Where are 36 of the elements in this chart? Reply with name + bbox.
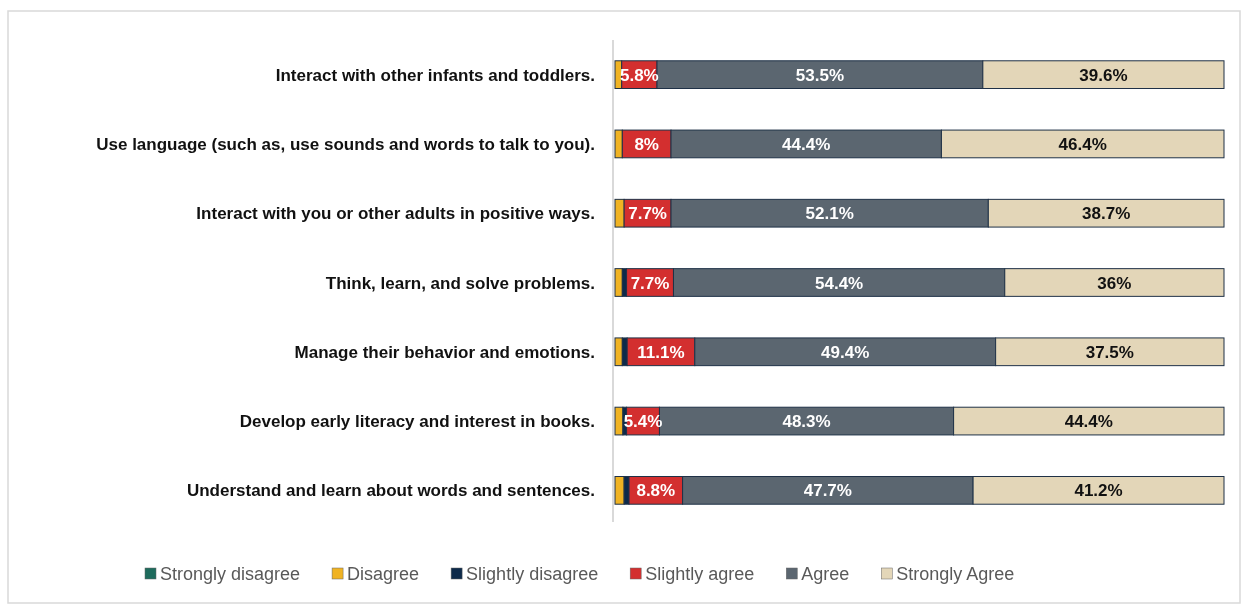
bar bbox=[614, 406, 624, 436]
legend-label: Disagree bbox=[347, 564, 420, 585]
data-label: 36% bbox=[1097, 273, 1132, 293]
y-tick-label: Think, learn, and solve problems. bbox=[325, 273, 595, 293]
data-label: 8.8% bbox=[636, 481, 676, 501]
y-tick-label: Interact with you or other adults in positive ways. bbox=[196, 204, 595, 224]
legend-label: Strongly disagree bbox=[160, 564, 301, 585]
bar bbox=[614, 337, 623, 367]
data-label: 53.5% bbox=[795, 65, 845, 85]
y-tick-label: Interact with other infants and toddlers. bbox=[275, 65, 595, 85]
legend-label: Strongly Agree bbox=[896, 564, 1015, 585]
data-label: 38.7% bbox=[1082, 204, 1131, 224]
bar bbox=[614, 268, 623, 297]
data-label: 44.4% bbox=[1064, 412, 1113, 432]
data-label: 49.4% bbox=[821, 342, 870, 362]
data-label: 44.4% bbox=[782, 135, 831, 155]
data-label: 54.4% bbox=[815, 273, 864, 293]
y-tick-label: Understand and learn about words and sentences. bbox=[186, 481, 595, 501]
data-label: 39.6% bbox=[1079, 65, 1128, 85]
data-label: 7.7% bbox=[630, 273, 670, 293]
data-label: 11.1% bbox=[637, 342, 685, 362]
data-label: 52.1% bbox=[805, 204, 854, 224]
data-label: 8% bbox=[634, 135, 659, 155]
data-label: 48.3% bbox=[782, 412, 831, 432]
y-tick-label: Manage their behavior and emotions. bbox=[294, 342, 595, 362]
bar bbox=[614, 476, 625, 505]
legend-label: Slightly agree bbox=[645, 564, 755, 585]
y-tick-label: Develop early literacy and interest in books. bbox=[239, 412, 595, 432]
data-label: 37.5% bbox=[1085, 342, 1134, 362]
data-label: 7.7% bbox=[628, 204, 667, 224]
legend-label: Slightly disagree bbox=[466, 564, 599, 585]
y-tick-label: Use language (such as, use sounds and words to talk to you). bbox=[96, 135, 595, 155]
data-label: 47.7% bbox=[803, 481, 852, 501]
legend-label: Agree bbox=[801, 564, 850, 585]
data-label: 46.4% bbox=[1058, 135, 1107, 155]
data-label: 41.2% bbox=[1074, 481, 1123, 501]
